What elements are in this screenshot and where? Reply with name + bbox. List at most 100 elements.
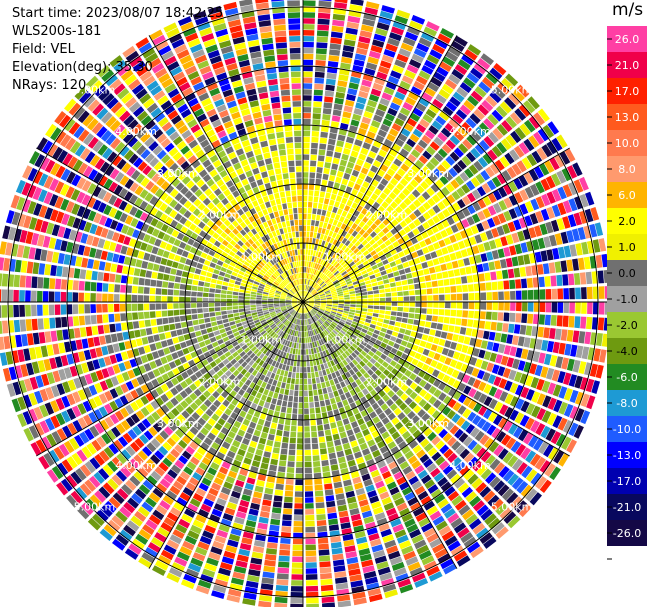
velocity-gate: [220, 298, 227, 302]
velocity-gate: [400, 340, 408, 347]
velocity-gate: [318, 339, 323, 346]
velocity-gate: [471, 265, 478, 274]
velocity-gate: [596, 333, 603, 347]
velocity-gate: [320, 252, 324, 259]
velocity-gate: [326, 441, 334, 448]
velocity-gate: [482, 262, 490, 272]
velocity-gate: [413, 319, 420, 326]
velocity-gate: [357, 391, 364, 399]
velocity-gate: [447, 377, 456, 387]
velocity-gate: [465, 423, 476, 435]
velocity-gate: [336, 170, 344, 178]
velocity-gate: [388, 426, 397, 435]
velocity-gate: [38, 332, 46, 344]
velocity-gate: [491, 176, 502, 188]
velocity-gate: [304, 272, 306, 279]
velocity-gate: [303, 30, 315, 36]
velocity-gate: [457, 59, 471, 71]
velocity-gate: [411, 344, 419, 352]
velocity-gate: [386, 481, 397, 490]
velocity-gate: [345, 186, 353, 194]
velocity-gate: [363, 12, 377, 21]
velocity-gate: [338, 295, 344, 298]
velocity-gate: [369, 538, 382, 547]
velocity-gate: [348, 502, 359, 510]
velocity-gate: [338, 242, 344, 249]
velocity-gate: [175, 322, 182, 329]
velocity-gate: [287, 371, 292, 378]
velocity-gate: [306, 349, 309, 355]
velocity-gate: [364, 175, 373, 184]
velocity-gate: [298, 414, 303, 420]
velocity-gate: [424, 129, 436, 140]
velocity-gate: [467, 319, 474, 327]
velocity-gate: [586, 286, 593, 299]
velocity-gate: [275, 435, 282, 442]
velocity-gate: [330, 287, 336, 292]
velocity-gate: [496, 431, 507, 443]
velocity-gate: [401, 445, 411, 455]
velocity-gate: [304, 307, 306, 314]
velocity-gate: [513, 267, 521, 278]
velocity-gate: [380, 528, 392, 538]
velocity-gate: [368, 50, 381, 59]
velocity-gate: [595, 364, 604, 379]
velocity-gate: [348, 285, 354, 290]
velocity-gate: [353, 315, 360, 320]
velocity-gate: [523, 337, 531, 348]
velocity-gate: [381, 496, 392, 506]
velocity-gate: [378, 266, 386, 272]
velocity-gate: [373, 309, 380, 314]
velocity-gate: [297, 337, 300, 343]
velocity-gate: [232, 295, 239, 299]
velocity-gate: [308, 296, 314, 300]
velocity-gate: [317, 388, 323, 395]
velocity-gate: [303, 142, 310, 149]
velocity-gate: [478, 381, 487, 392]
velocity-gate: [490, 271, 497, 281]
velocity-gate: [313, 347, 317, 354]
velocity-gate: [321, 315, 327, 321]
velocity-gate: [328, 257, 334, 264]
velocity-gate: [348, 235, 355, 242]
velocity-gate: [332, 188, 339, 195]
velocity-gate: [357, 127, 367, 136]
velocity-gate: [563, 302, 569, 314]
velocity-gate: [353, 283, 360, 288]
velocity-gate: [404, 420, 414, 430]
velocity-gate: [431, 410, 441, 420]
velocity-gate: [304, 396, 309, 403]
velocity-gate: [377, 280, 384, 286]
velocity-gate: [372, 313, 379, 318]
velocity-gate: [321, 460, 329, 467]
velocity-gate: [404, 31, 419, 42]
velocity-gate: [307, 378, 312, 385]
velocity-gate: [448, 46, 462, 57]
velocity-gate: [404, 518, 416, 528]
velocity-gate: [363, 110, 373, 119]
velocity-gate: [320, 302, 327, 305]
velocity-gate: [304, 467, 312, 474]
velocity-gate: [405, 435, 415, 445]
velocity-gate: [552, 341, 560, 354]
velocity-gate: [426, 54, 440, 65]
velocity-gate: [137, 303, 144, 311]
velocity-gate: [315, 314, 320, 320]
velocity-gate: [391, 123, 402, 132]
velocity-gate: [262, 499, 272, 507]
velocity-gate: [593, 302, 599, 315]
velocity-gate: [477, 243, 486, 253]
velocity-gate: [436, 345, 444, 354]
velocity-gate: [558, 401, 568, 415]
velocity-gate: [295, 473, 303, 480]
velocity-gate: [315, 359, 320, 366]
velocity-gate: [340, 318, 346, 323]
velocity-gate: [304, 267, 307, 273]
velocity-gate: [280, 448, 288, 455]
velocity-gate: [579, 193, 589, 208]
velocity-gate: [551, 137, 563, 152]
velocity-gate: [315, 65, 326, 72]
velocity-gate: [344, 423, 352, 431]
velocity-gate: [394, 321, 401, 327]
velocity-gate: [386, 545, 399, 555]
